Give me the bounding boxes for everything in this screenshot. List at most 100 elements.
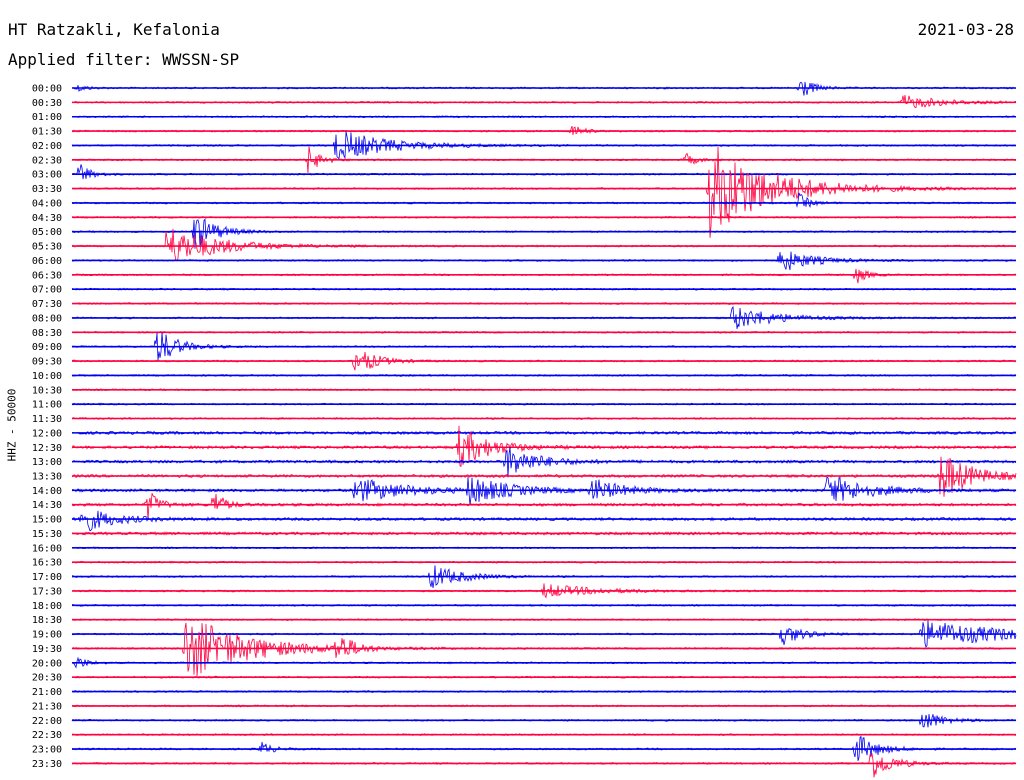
- row-label: 10:30: [32, 385, 62, 396]
- row-label: 20:00: [32, 658, 62, 669]
- seismic-trace: [71, 125, 1017, 135]
- seismic-trace: [71, 656, 1017, 669]
- row-label: 18:30: [32, 615, 62, 626]
- seismic-trace: [71, 753, 1017, 778]
- row-label: 09:30: [32, 357, 62, 368]
- row-label: 13:00: [32, 457, 62, 468]
- row-labels: 00:00 00:30 01:00 01:30 02:00 02:30 03:00 03:30…: [32, 84, 62, 770]
- seismic-trace: [71, 305, 1017, 329]
- seismic-trace: [71, 192, 1017, 208]
- filter-label: Applied filter: WWSSN-SP: [8, 50, 240, 69]
- seismic-trace: [71, 330, 1016, 334]
- seismic-trace: [72, 546, 1017, 550]
- row-label: 12:00: [32, 428, 62, 439]
- row-label: 01:00: [32, 112, 62, 123]
- row-label: 07:00: [32, 285, 62, 296]
- seismic-trace: [71, 416, 1017, 421]
- seismic-trace: [71, 603, 1017, 607]
- row-label: 23:30: [32, 759, 62, 770]
- seismic-trace: [71, 733, 1017, 737]
- seismic-trace: [71, 215, 1017, 219]
- seismic-trace: [71, 476, 1017, 506]
- row-label: 17:30: [32, 586, 62, 597]
- row-label: 18:00: [32, 601, 62, 612]
- row-label: 16:00: [32, 543, 62, 554]
- seismic-trace: [71, 287, 1017, 291]
- seismic-trace: [71, 493, 1017, 521]
- row-label: 22:30: [32, 730, 62, 741]
- seismic-trace: [71, 352, 1017, 371]
- row-label: 23:00: [32, 745, 62, 756]
- seismic-trace: [71, 425, 1017, 468]
- seismic-trace: [71, 456, 1017, 497]
- seismic-trace: [71, 95, 1016, 109]
- seismic-trace: [71, 332, 1017, 361]
- seismic-trace: [71, 622, 1017, 677]
- row-label: 08:00: [32, 313, 62, 324]
- station-title: HT Ratzakli, Kefalonia: [8, 20, 220, 39]
- seismic-trace: [71, 675, 1017, 679]
- seismic-trace: [71, 704, 1017, 708]
- row-label: 01:30: [32, 127, 62, 138]
- seismic-trace: [71, 689, 1017, 694]
- row-label: 15:00: [32, 515, 62, 526]
- row-label: 13:30: [32, 471, 62, 482]
- row-label: 08:30: [32, 328, 62, 339]
- seismic-trace: [71, 510, 1017, 532]
- seismic-trace: [71, 565, 1017, 588]
- seismic-trace: [71, 560, 1017, 564]
- row-label: 05:30: [32, 242, 62, 253]
- row-label: 15:30: [32, 529, 62, 540]
- row-label: 06:00: [32, 256, 62, 267]
- row-label: 00:30: [32, 98, 62, 109]
- row-label: 21:30: [32, 701, 62, 712]
- seismic-trace: [71, 583, 1017, 599]
- row-label: 03:30: [32, 184, 62, 195]
- seismic-trace: [71, 131, 1017, 160]
- seismic-trace: [71, 388, 1017, 392]
- row-label: 22:00: [32, 716, 62, 727]
- seismic-trace: [71, 228, 1017, 262]
- row-label: 04:00: [32, 198, 62, 209]
- seismic-trace: [71, 402, 1017, 406]
- seismic-trace: [71, 618, 1017, 622]
- seismic-trace: [71, 146, 1017, 238]
- row-label: 11:00: [32, 400, 62, 411]
- row-label: 19:30: [32, 644, 62, 655]
- seismic-trace: [71, 714, 1017, 728]
- seismic-trace: [71, 735, 1017, 761]
- row-label: 06:30: [32, 270, 62, 281]
- seismic-trace: [71, 115, 1017, 119]
- row-label: 10:00: [32, 371, 62, 382]
- seismic-trace: [71, 430, 1017, 436]
- seismic-trace: [71, 268, 1017, 284]
- date-label: 2021-03-28: [917, 20, 1014, 39]
- row-label: 09:00: [32, 342, 62, 353]
- row-label: 14:30: [32, 500, 62, 511]
- row-label: 14:00: [32, 486, 62, 497]
- row-label: 12:30: [32, 443, 62, 454]
- seismic-trace: [71, 81, 1017, 96]
- row-label: 03:00: [32, 170, 62, 181]
- seismic-trace: [71, 620, 1017, 648]
- row-label: 02:30: [32, 155, 62, 166]
- seismic-trace: [71, 218, 1017, 249]
- row-label: 19:00: [32, 630, 62, 641]
- row-label: 11:30: [32, 414, 62, 425]
- row-label: 04:30: [32, 213, 62, 224]
- seismic-trace: [71, 301, 1017, 306]
- row-label: 21:00: [32, 687, 62, 698]
- row-label: 16:30: [32, 558, 62, 569]
- seismic-trace: [71, 146, 1017, 174]
- seismic-trace: [71, 373, 1017, 377]
- row-label: 02:00: [32, 141, 62, 152]
- row-label: 05:00: [32, 227, 62, 238]
- seismic-trace: [71, 251, 1017, 271]
- seismic-trace: [71, 531, 1017, 536]
- row-label: 07:30: [32, 299, 62, 310]
- traces: [71, 81, 1017, 778]
- seismic-trace: [71, 164, 1017, 180]
- row-label: 20:30: [32, 673, 62, 684]
- seismic-trace: [71, 447, 1017, 478]
